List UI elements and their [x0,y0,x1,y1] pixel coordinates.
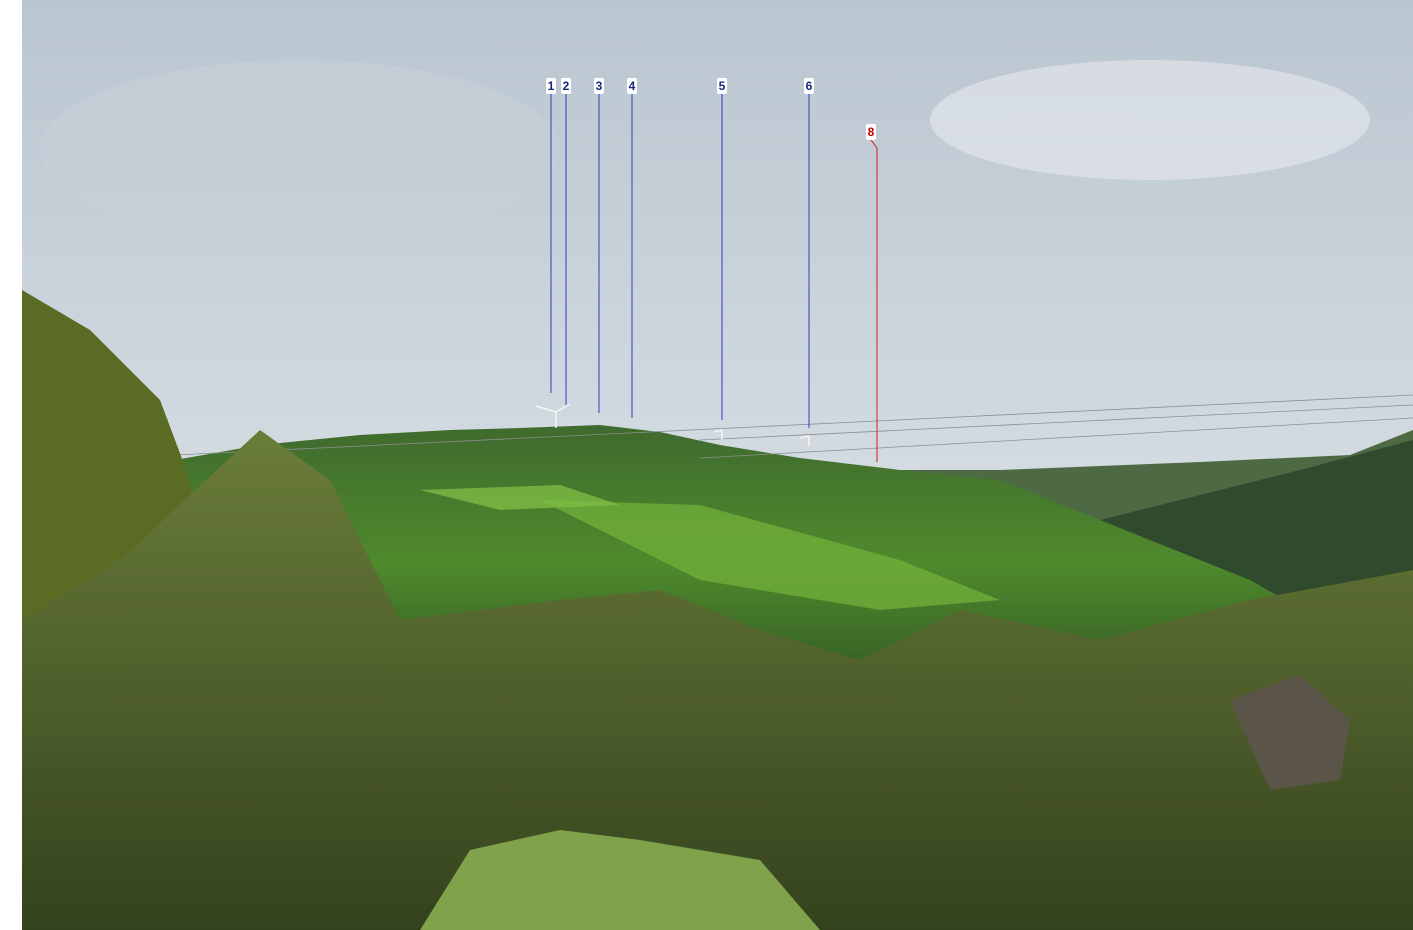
marker-box [561,78,571,94]
turbines [535,403,810,446]
marker-label: 4 [629,79,636,93]
marker-label: 2 [563,79,570,93]
marker-label: 5 [719,79,726,93]
photo [22,0,1413,930]
marker-box [594,78,604,94]
marker-label: 1 [548,79,555,93]
marker-box [717,78,727,94]
marker-box [804,78,814,94]
marker-box [866,124,876,140]
marker-label: 3 [596,79,603,93]
marker-box [546,78,556,94]
annotations: 1 2 3 4 5 6 8 [546,78,878,462]
marker-box [627,78,637,94]
marker-label: 6 [806,79,813,93]
marker-label: 8 [868,125,875,139]
marker-line [870,139,878,462]
